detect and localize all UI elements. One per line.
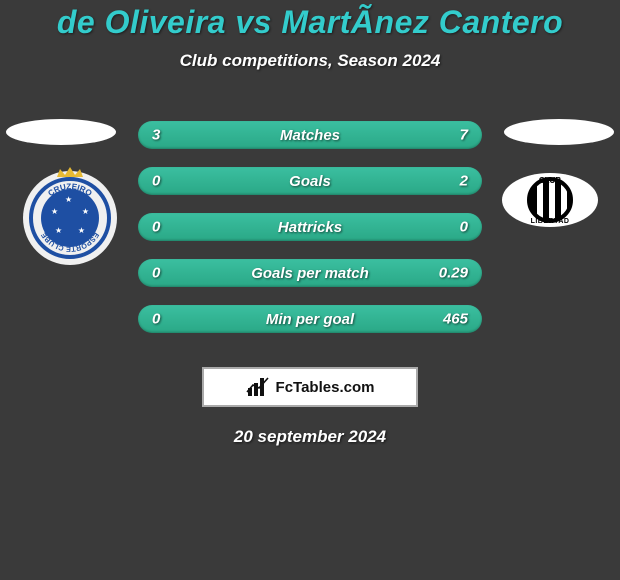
stat-right-value: 0.29 [439,265,468,282]
date-label: 20 september 2024 [234,427,386,447]
club-badge-right-text-bottom: LIBERTAD [531,218,570,225]
bar-chart-icon [246,376,270,398]
stat-left-value: 0 [152,311,160,328]
player-right-photo-placeholder [504,119,614,145]
club-badge-left: CRUZEIRO ESPORTE CLUBE ★ ★ ★ ★ ★ [20,175,120,261]
stat-left-value: 0 [152,173,160,190]
stat-label: Goals [289,173,331,190]
player-left-photo-placeholder [6,119,116,145]
cruzeiro-badge: CRUZEIRO ESPORTE CLUBE ★ ★ ★ ★ ★ [23,171,117,265]
stat-row-goals-per-match: 0 Goals per match 0.29 [138,259,482,287]
stat-left-value: 3 [152,127,160,144]
comparison-card: de Oliveira vs MartÃ­nez Cantero Club co… [0,0,620,447]
source-label: FcTables.com [276,379,375,396]
stat-row-min-per-goal: 0 Min per goal 465 [138,305,482,333]
stat-label: Goals per match [251,265,369,282]
stat-right-value: 7 [460,127,468,144]
stat-left-value: 0 [152,219,160,236]
stat-right-value: 465 [443,311,468,328]
stat-right-value: 2 [460,173,468,190]
club-badge-right: CLUB LIBERTAD [500,157,600,243]
stat-label: Hattricks [278,219,342,236]
source-link[interactable]: FcTables.com [202,367,418,407]
libertad-badge: CLUB LIBERTAD [502,173,598,227]
stat-label: Min per goal [266,311,354,328]
club-badge-right-text-top: CLUB [539,176,561,185]
stat-row-hattricks: 0 Hattricks 0 [138,213,482,241]
stat-right-value: 0 [460,219,468,236]
subtitle: Club competitions, Season 2024 [180,51,441,71]
page-title: de Oliveira vs MartÃ­nez Cantero [57,4,563,41]
comparison-body: CRUZEIRO ESPORTE CLUBE ★ ★ ★ ★ ★ [0,101,620,351]
stat-row-matches: 3 Matches 7 [138,121,482,149]
stat-left-value: 0 [152,265,160,282]
stat-row-goals: 0 Goals 2 [138,167,482,195]
stats-list: 3 Matches 7 0 Goals 2 0 Hattricks 0 0 Go… [138,121,482,333]
stat-label: Matches [280,127,340,144]
